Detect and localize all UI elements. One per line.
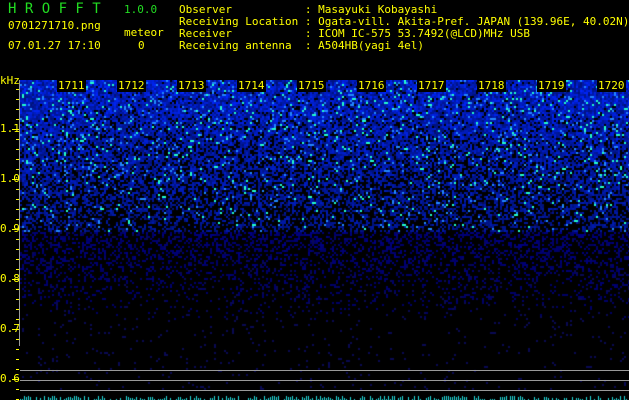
app-title: H R O F F T	[8, 1, 101, 17]
time-label: 1715	[297, 79, 326, 92]
y-tick	[16, 319, 19, 320]
y-tick	[16, 149, 19, 150]
y-tick	[16, 209, 19, 210]
y-tick	[16, 139, 19, 140]
time-label: 1717	[417, 79, 446, 92]
y-tick	[16, 299, 19, 300]
y-tick	[16, 89, 19, 90]
y-tick	[16, 269, 19, 270]
reference-line	[20, 380, 629, 381]
meteor-label: meteor	[124, 26, 164, 39]
y-tick	[12, 179, 19, 180]
y-tick-label: 0.8	[0, 272, 20, 285]
y-tick-label: 1.1	[0, 122, 20, 135]
y-tick	[16, 219, 19, 220]
time-label: 1712	[117, 79, 146, 92]
time-label: 1719	[537, 79, 566, 92]
y-tick	[16, 159, 19, 160]
y-tick	[12, 379, 19, 380]
y-tick	[16, 359, 19, 360]
time-label: 1713	[177, 79, 206, 92]
info-receiver: Receiver : ICOM IC-575 53.7492(@LCD)MHz …	[179, 27, 531, 40]
y-tick	[16, 189, 19, 190]
y-tick	[16, 259, 19, 260]
info-label: Receiving Location	[179, 15, 305, 28]
y-unit-label: kHz	[0, 74, 20, 87]
y-tick	[16, 289, 19, 290]
time-label: 1714	[237, 79, 266, 92]
y-tick	[16, 309, 19, 310]
info-value: A504HB(yagi 4el)	[318, 39, 425, 52]
file-name: 0701271710.png	[8, 19, 101, 32]
info-antenna: Receiving antenna : A504HB(yagi 4el)	[179, 39, 425, 52]
datetime: 07.01.27 17:10	[8, 39, 101, 52]
info-label: Receiver	[179, 27, 305, 40]
info-location: Receiving Location : Ogata-vill. Akita-P…	[179, 15, 629, 28]
info-value: ICOM IC-575 53.7492(@LCD)MHz USB	[318, 27, 531, 40]
y-tick-label: 0.7	[0, 322, 20, 335]
y-tick-label: 0.9	[0, 222, 20, 235]
app-version: 1.0.0	[124, 3, 158, 16]
time-label: 1716	[357, 79, 386, 92]
info-label: Receiving antenna	[179, 39, 305, 52]
y-tick	[12, 229, 19, 230]
info-value: Ogata-vill. Akita-Pref. JAPAN (139.96E, …	[318, 15, 629, 28]
y-tick	[16, 169, 19, 170]
time-label: 1720	[597, 79, 626, 92]
y-tick	[16, 239, 19, 240]
y-tick-label: 0.6	[0, 372, 20, 385]
y-tick	[12, 129, 19, 130]
time-label: 1718	[477, 79, 506, 92]
reference-line	[20, 370, 629, 371]
y-tick	[16, 369, 19, 370]
time-label: 1711	[57, 79, 86, 92]
meteor-count: 0	[138, 39, 145, 52]
y-tick-label: 1.0	[0, 172, 20, 185]
y-axis-line	[19, 80, 20, 346]
info-value: Masayuki Kobayashi	[318, 3, 438, 16]
spectrogram	[20, 80, 629, 400]
y-tick	[16, 339, 19, 340]
info-label: Observer	[179, 3, 305, 16]
y-tick	[12, 329, 19, 330]
reference-line	[20, 390, 629, 391]
info-observer: Observer : Masayuki Kobayashi	[179, 3, 438, 16]
y-tick	[16, 119, 19, 120]
y-tick	[12, 279, 19, 280]
y-tick	[16, 249, 19, 250]
y-tick	[16, 99, 19, 100]
y-tick	[16, 349, 19, 350]
y-tick	[16, 389, 19, 390]
y-tick	[16, 199, 19, 200]
y-tick	[16, 109, 19, 110]
